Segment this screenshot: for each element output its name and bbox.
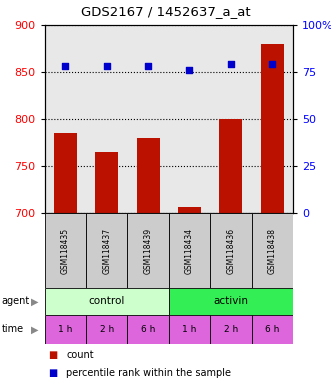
Bar [210, 213, 252, 288]
Text: count: count [66, 350, 94, 360]
Text: ■: ■ [48, 368, 57, 378]
Text: 1 h: 1 h [182, 325, 197, 334]
Text: GSM118434: GSM118434 [185, 227, 194, 274]
Point [104, 63, 109, 70]
Point [187, 67, 192, 73]
Bar [137, 138, 160, 213]
Text: GDS2167 / 1452637_a_at: GDS2167 / 1452637_a_at [81, 5, 250, 18]
Bar [45, 315, 86, 344]
Text: 2 h: 2 h [224, 325, 238, 334]
Bar [252, 213, 293, 288]
Bar [261, 44, 284, 213]
Bar [127, 213, 169, 288]
Bar [127, 315, 169, 344]
Text: GSM118436: GSM118436 [226, 227, 235, 274]
Bar [45, 213, 86, 288]
Bar [45, 288, 169, 315]
Text: GSM118439: GSM118439 [144, 227, 153, 274]
Bar [219, 119, 242, 213]
Text: activin: activin [213, 296, 248, 306]
Text: control: control [89, 296, 125, 306]
Bar [252, 315, 293, 344]
Point [63, 63, 68, 70]
Bar [169, 213, 210, 288]
Text: 1 h: 1 h [58, 325, 72, 334]
Point [228, 61, 234, 68]
Bar [169, 315, 210, 344]
Bar [86, 315, 127, 344]
Text: GSM118437: GSM118437 [102, 227, 111, 274]
Bar [86, 213, 127, 288]
Text: 6 h: 6 h [265, 325, 279, 334]
Text: agent: agent [2, 296, 30, 306]
Text: percentile rank within the sample: percentile rank within the sample [66, 368, 231, 378]
Bar [54, 133, 77, 213]
Text: ■: ■ [48, 350, 57, 360]
Text: ▶: ▶ [31, 296, 38, 306]
Text: GSM118435: GSM118435 [61, 227, 70, 274]
Text: GSM118438: GSM118438 [268, 228, 277, 273]
Bar [95, 152, 118, 213]
Text: time: time [2, 324, 24, 334]
Bar [169, 288, 293, 315]
Point [269, 61, 275, 68]
Point [146, 63, 151, 70]
Text: 6 h: 6 h [141, 325, 155, 334]
Text: 2 h: 2 h [100, 325, 114, 334]
Bar [210, 315, 252, 344]
Text: ▶: ▶ [31, 324, 38, 334]
Bar [178, 207, 201, 213]
